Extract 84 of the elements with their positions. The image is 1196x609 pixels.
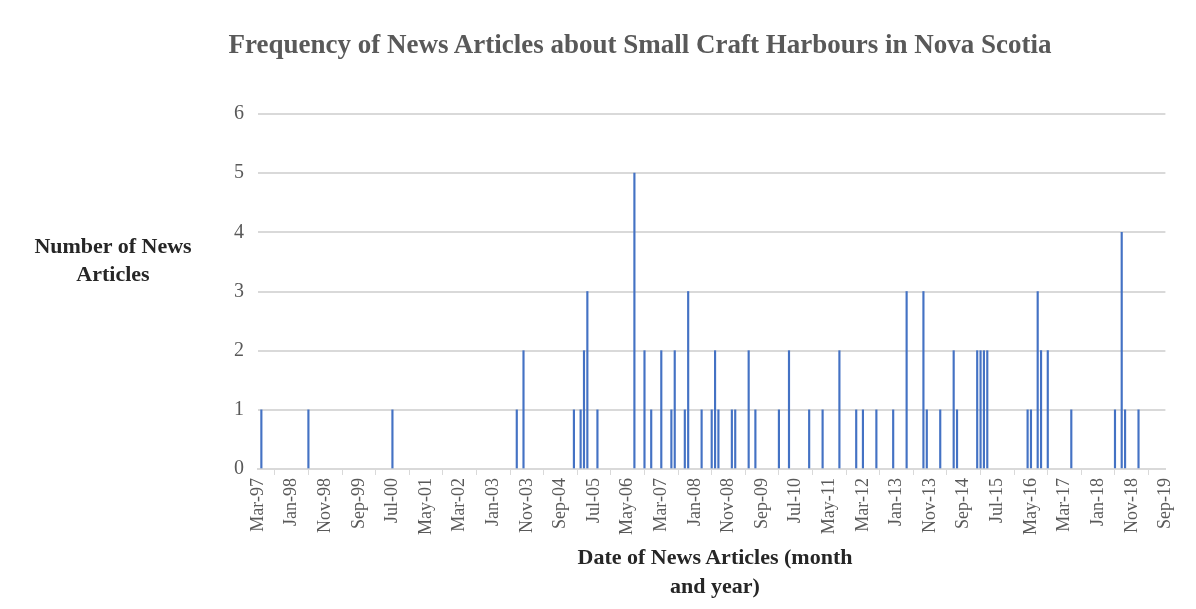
- bar: [307, 409, 310, 469]
- x-tick-label: Jul-05: [582, 478, 603, 524]
- bar: [1026, 409, 1029, 469]
- bar: [952, 350, 955, 469]
- x-tick-label: Jul-10: [784, 478, 805, 524]
- bar: [892, 409, 895, 469]
- bar: [572, 409, 575, 469]
- bar: [979, 350, 982, 469]
- bar: [905, 291, 908, 469]
- x-tick-label: Nov-03: [515, 478, 536, 534]
- bar: [1137, 409, 1140, 469]
- x-tick-label: Sep-09: [750, 478, 771, 530]
- bar: [713, 350, 717, 469]
- bar: [855, 409, 858, 469]
- bar: [787, 350, 791, 469]
- bar: [808, 409, 811, 469]
- bar: [687, 291, 690, 469]
- x-tick-label: Jul-00: [381, 478, 402, 524]
- x-tick-label: May-11: [818, 478, 839, 535]
- bar: [522, 350, 525, 469]
- bar: [747, 350, 750, 469]
- bar: [596, 409, 599, 469]
- bar: [982, 350, 985, 469]
- x-tick-label: Mar-12: [851, 478, 872, 532]
- bar: [391, 409, 394, 469]
- y-tick-label: 4: [234, 219, 244, 242]
- x-tick-label: Jan-08: [683, 478, 704, 527]
- bar: [821, 409, 824, 469]
- x-tick-label: Sep-04: [549, 478, 570, 530]
- y-tick-label: 2: [234, 337, 244, 360]
- bar: [673, 350, 676, 469]
- x-tick-label: May-01: [414, 478, 435, 536]
- x-tick-label: Mar-02: [448, 478, 469, 532]
- x-tick-label: Jan-13: [885, 478, 906, 527]
- bar: [700, 409, 703, 469]
- y-axis-title: Number of News Articles: [33, 232, 193, 288]
- x-tick-label: Mar-07: [650, 478, 671, 532]
- x-tick-label: Sep-99: [347, 478, 368, 530]
- bar: [670, 409, 673, 469]
- bar: [1029, 409, 1033, 469]
- bar: [922, 291, 925, 469]
- bar: [633, 172, 636, 469]
- y-tick-label: 0: [234, 456, 244, 479]
- bar: [976, 350, 979, 469]
- bar: [730, 409, 733, 469]
- bar: [1070, 409, 1073, 469]
- chart-title: Frequency of News Articles about Small Craft Harbours in Nova Scotia: [227, 28, 1053, 61]
- bar: [777, 409, 780, 469]
- y-tick-label: 6: [234, 101, 244, 124]
- bar: [260, 409, 263, 469]
- x-tick-label: Nov-13: [918, 478, 939, 534]
- x-tick-label: Jan-98: [280, 478, 301, 527]
- bar: [1046, 350, 1049, 469]
- y-tick-label: 3: [234, 278, 244, 301]
- x-tick-label: Jan-18: [1086, 478, 1107, 527]
- bar: [515, 409, 518, 469]
- x-tick-label: Nov-08: [717, 478, 738, 534]
- bar: [875, 409, 878, 469]
- bar: [650, 409, 653, 469]
- bar: [1036, 291, 1039, 469]
- bar: [861, 409, 865, 469]
- x-axis-title: Date of News Articles (month and year): [576, 543, 854, 600]
- y-tick-label: 5: [234, 160, 244, 183]
- bar: [939, 409, 942, 469]
- x-tick-label: Jul-15: [986, 478, 1007, 524]
- bar: [1120, 232, 1123, 469]
- bar: [643, 350, 646, 469]
- x-tick-label: Sep-19: [1154, 478, 1175, 530]
- bar: [660, 350, 663, 469]
- x-tick-label: Nov-98: [313, 478, 334, 534]
- bar: [734, 409, 737, 469]
- x-tick-label: Mar-17: [1053, 478, 1074, 532]
- x-tick-label: Nov-18: [1120, 478, 1141, 534]
- y-tick-label: 1: [234, 397, 244, 420]
- x-tick-label: May-06: [616, 478, 637, 536]
- bar: [838, 350, 841, 469]
- bar: [586, 291, 589, 469]
- x-tick-label: Jan-03: [481, 478, 502, 527]
- x-tick-label: Sep-14: [952, 478, 973, 530]
- bar: [1113, 409, 1117, 469]
- x-tick-label: May-16: [1019, 478, 1040, 536]
- bar: [986, 350, 989, 469]
- bar: [754, 409, 757, 469]
- x-tick-label: Mar-97: [246, 478, 267, 532]
